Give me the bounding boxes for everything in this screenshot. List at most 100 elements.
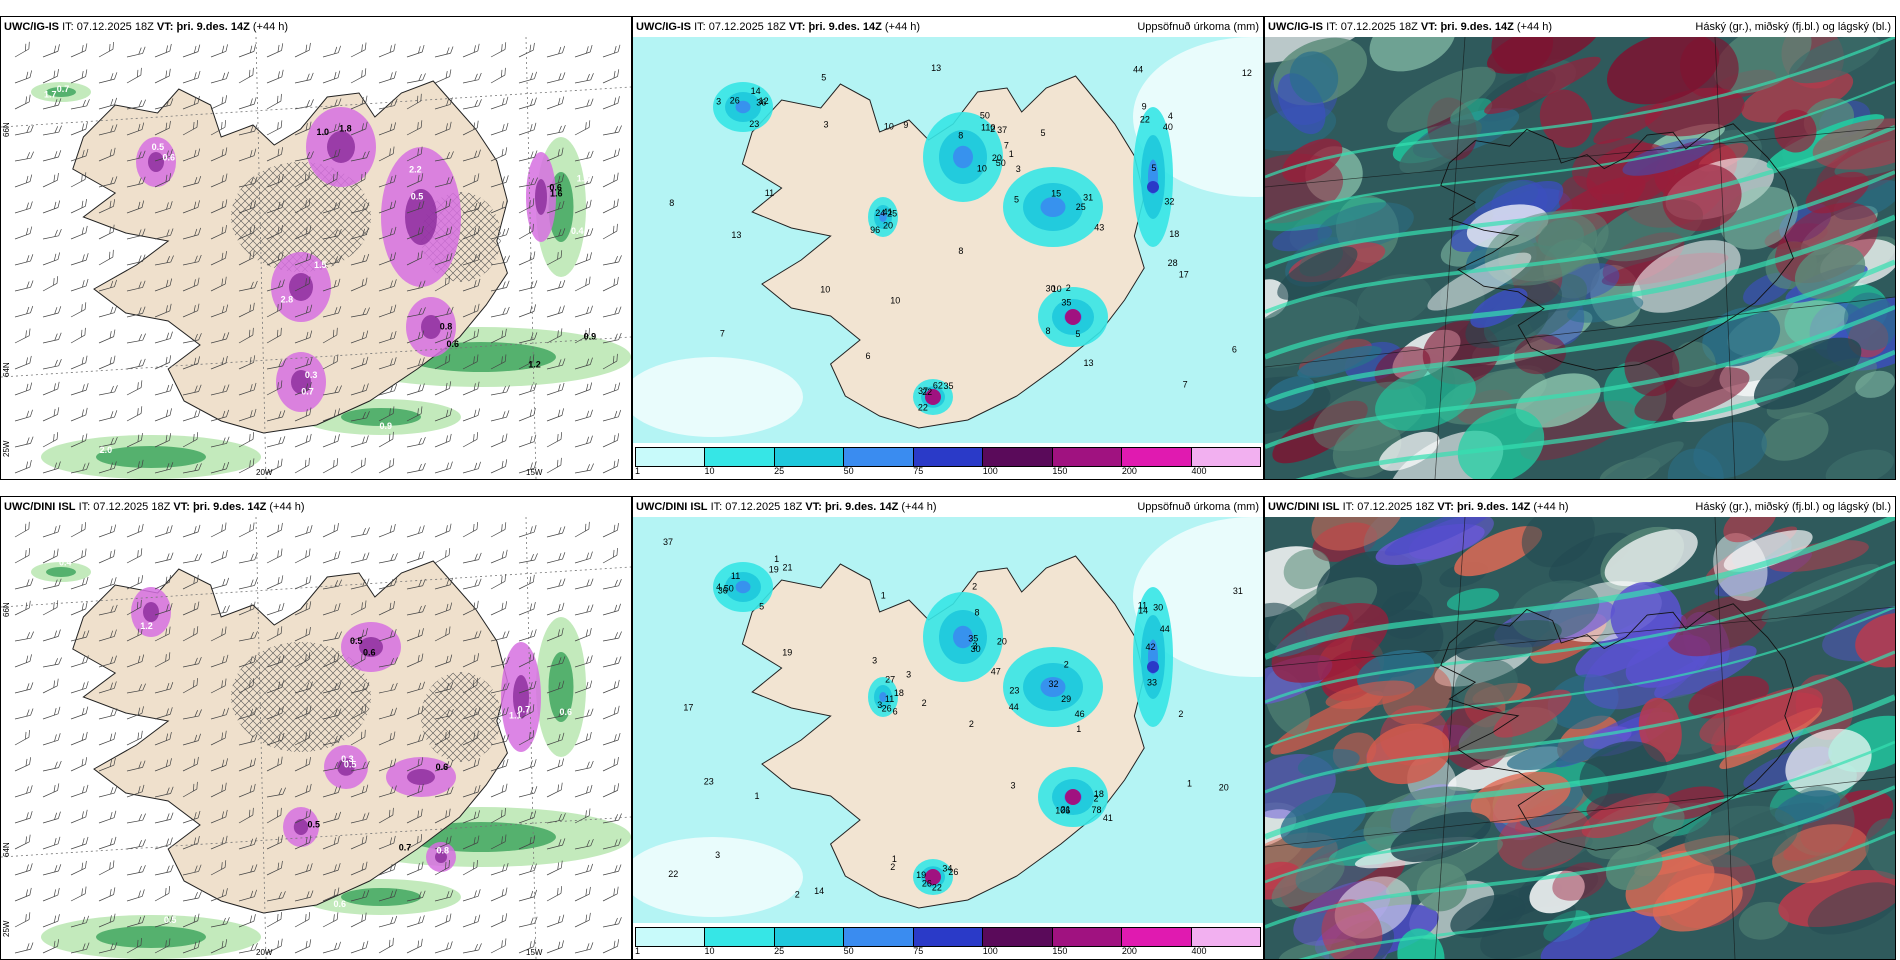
precip-core [289, 273, 313, 301]
cloud-area [1761, 412, 1829, 461]
wind-barb [294, 407, 312, 422]
wind-barb [154, 812, 174, 824]
wind-barb [182, 781, 198, 798]
precip-value-label: 3 [906, 669, 911, 679]
precip-value-label: 22 [932, 883, 942, 893]
hatched-highland [231, 162, 371, 272]
panel-title: Háský (gr.), miðský (fj.bl.) og lágský (… [1695, 501, 1891, 513]
wind-barb [126, 865, 146, 876]
wind-barb [546, 627, 564, 642]
wind-barb [490, 758, 509, 772]
precip-colorbar: 1 10 25 50 75 100 150 200 400 [633, 443, 1263, 479]
wind-barb [406, 44, 425, 58]
cloud-area [1714, 37, 1812, 94]
wind-barb [434, 708, 454, 720]
it-value: 07.12.2025 18Z [708, 21, 786, 33]
colorbar-label: 50 [843, 946, 854, 956]
precip-value-label: 5 [1151, 163, 1156, 173]
wind-barb [462, 432, 479, 448]
wind-barb [154, 303, 172, 318]
precip-value-label: 26 [948, 867, 958, 877]
wind-barb [490, 863, 509, 876]
wind-barb [406, 550, 425, 564]
wind-speed-core [96, 926, 206, 948]
wind-barb [322, 734, 342, 746]
wind-barb [406, 357, 425, 370]
wind-barb [70, 122, 88, 136]
wind-barb [322, 171, 338, 188]
map-area [1265, 37, 1895, 479]
value-label: 0.4 [59, 557, 72, 567]
wind-barb [14, 785, 33, 798]
wind-barb [154, 682, 174, 694]
wind-barb [294, 835, 312, 850]
wind-barb [294, 72, 314, 84]
wind-barb [126, 99, 146, 110]
wind-barb [210, 461, 230, 474]
wind-barb [574, 199, 592, 214]
wind-barb [42, 228, 62, 240]
cloud-area [1738, 901, 1790, 940]
wind-barb [350, 277, 368, 292]
wind-barb [350, 578, 370, 590]
wind-barb [294, 575, 312, 590]
wind-barb [546, 358, 566, 370]
precip-max [1065, 309, 1081, 325]
wind-barb [462, 677, 478, 694]
wind-barb [98, 860, 115, 876]
wind-barb [98, 524, 117, 538]
wind-barb [266, 891, 286, 902]
wind-barb [490, 807, 506, 824]
cloud-area [1470, 287, 1528, 328]
wind-barb [42, 200, 61, 214]
iceland-outline [1440, 603, 1794, 851]
wind-barb [14, 459, 32, 474]
precip-value-label: 28 [1168, 258, 1178, 268]
colorbar-boxes [635, 927, 1261, 947]
wind-barb [462, 835, 480, 850]
wind-barb [14, 654, 32, 668]
wind-barb [378, 553, 398, 564]
wind-barb [462, 914, 481, 928]
wind-barb [546, 280, 566, 292]
wind-barb [182, 709, 202, 720]
wind-barb [602, 679, 620, 694]
map-area: 4 3 2 30 106 22 6 5 35 32 33 41 26 27 36 47 23 44 78 26 18 19… [633, 517, 1263, 923]
cloud-area [1484, 56, 1601, 114]
wind-barb [42, 678, 59, 694]
cloud-area [1311, 517, 1405, 551]
wind-barb [490, 175, 509, 188]
colorbar-swatch [1122, 928, 1192, 946]
wind-barb [518, 916, 538, 928]
longitude-line [255, 517, 267, 959]
colorbar-swatch [1191, 928, 1260, 946]
wind-barb [518, 652, 535, 668]
wind-barb [238, 889, 257, 902]
wind-barb [378, 304, 397, 318]
colorbar-swatch [705, 928, 775, 946]
wind-barb [266, 912, 282, 928]
wind-barb [434, 859, 450, 876]
wind-barb [42, 760, 62, 772]
wind-barb [322, 327, 338, 344]
wind-barb [266, 807, 282, 824]
wind-barb [126, 67, 142, 84]
cloud-area [1604, 529, 1698, 587]
value-label: 1.6 [550, 188, 563, 198]
wind-barb [462, 600, 479, 616]
precip-value-label: 42 [1145, 642, 1155, 652]
wind-barb [294, 381, 312, 396]
wind-barb [98, 604, 118, 616]
wind-barb [154, 707, 173, 720]
precip-value-label: 14 [814, 886, 824, 896]
precip-value-label: 9 [1142, 102, 1147, 112]
wind-barb [182, 303, 200, 318]
cloud-area [1825, 449, 1895, 479]
precip-value-label: 5 [1014, 194, 1019, 204]
wind-barb [42, 887, 60, 902]
wind-barb [182, 200, 200, 214]
wind-barb [154, 98, 174, 110]
wind-barb [126, 406, 143, 422]
